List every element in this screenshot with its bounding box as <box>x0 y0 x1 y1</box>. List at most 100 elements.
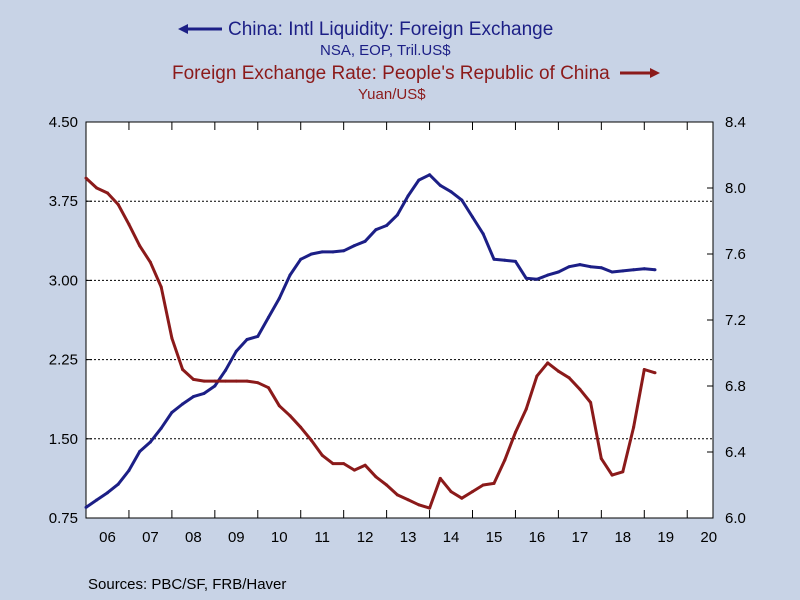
series-2-point <box>342 462 346 466</box>
series-1-point <box>170 410 174 414</box>
series-2-point <box>632 425 636 429</box>
series-2-point <box>148 260 152 264</box>
series-line-1 <box>85 173 656 509</box>
series-2-point <box>127 222 131 226</box>
series-1-point <box>599 266 603 270</box>
y-left-tick-label: 2.25 <box>49 352 78 369</box>
series-1-point <box>449 190 453 194</box>
x-tick-label: 09 <box>228 529 245 546</box>
legend-series1-subtitle: NSA, EOP, Tril.US$ <box>320 42 451 59</box>
source-note: Sources: PBC/SF, FRB/Haver <box>88 576 287 593</box>
series-2-point <box>481 483 485 487</box>
series-1-point <box>213 384 217 388</box>
series-1-point <box>277 296 281 300</box>
series-1-point <box>632 268 636 272</box>
y-right-tick-label: 7.6 <box>725 246 746 263</box>
series-1-point <box>363 239 367 243</box>
x-tick-label: 13 <box>400 529 417 546</box>
series-1-point <box>621 269 625 273</box>
series-2-point <box>653 371 657 375</box>
series-2-point <box>277 404 281 408</box>
series-1-point <box>610 270 614 274</box>
y-left-tick-label: 4.50 <box>49 114 78 131</box>
series-1-point <box>84 505 88 509</box>
series-1-point <box>556 270 560 274</box>
series-2-point <box>202 379 206 383</box>
y-right-tick-label: 8.4 <box>725 114 746 131</box>
series-1-point <box>138 450 142 453</box>
series-1-point <box>202 391 206 395</box>
series-2-point <box>299 425 303 429</box>
series-2-point <box>438 476 442 480</box>
series-2-point <box>406 498 410 502</box>
x-tick-label: 18 <box>614 529 631 546</box>
series-2-point <box>589 401 593 404</box>
series-2-point <box>642 368 646 371</box>
series-1-point <box>460 198 464 202</box>
series-2-point <box>138 244 142 248</box>
x-tick-label: 07 <box>142 529 159 546</box>
series-2-point <box>224 379 228 383</box>
series-2-point <box>610 473 614 477</box>
series-1-point <box>245 338 249 341</box>
legend-series2-subtitle: Yuan/US$ <box>358 86 426 103</box>
series-1-point <box>567 265 571 269</box>
series-2-point <box>352 468 356 472</box>
y-right-tick-label: 6.0 <box>725 510 746 527</box>
series-2-point <box>84 176 88 180</box>
series-2-point <box>288 414 292 418</box>
series-2-point <box>191 377 195 381</box>
series-2-point <box>95 186 99 190</box>
series-1-point <box>653 268 657 272</box>
series-2-point <box>213 379 217 383</box>
series-2-point <box>395 493 399 497</box>
series-1-point <box>320 250 324 254</box>
series-2-point <box>374 475 378 479</box>
series-2-point <box>514 430 517 434</box>
series-1-point <box>159 426 163 430</box>
series-2-point <box>106 191 109 195</box>
series-1-point <box>116 482 120 486</box>
series-2-point <box>256 381 260 385</box>
series-1-point <box>310 252 313 256</box>
x-tick-label: 17 <box>572 529 589 546</box>
series-2-point <box>546 361 550 365</box>
series-1-point <box>331 250 335 254</box>
series-1-point <box>395 213 399 217</box>
x-tick-label: 08 <box>185 529 202 546</box>
series-2-point <box>320 453 324 457</box>
series-1-point <box>535 277 539 281</box>
x-tick-label: 14 <box>443 529 460 546</box>
right-arrow-icon <box>619 63 660 85</box>
series-1-point <box>471 215 474 219</box>
series-1-point <box>546 273 550 277</box>
series-1-point <box>438 183 442 187</box>
series-1-point <box>234 349 238 353</box>
series-1-point <box>191 395 195 399</box>
series-1-point <box>288 273 292 277</box>
legend-series2-title-line: Foreign Exchange Rate: People's Republic… <box>172 63 660 85</box>
series-2-point <box>170 336 174 340</box>
y-left-tick-label: 3.00 <box>49 272 78 289</box>
series-1-point <box>524 276 528 280</box>
series-1-point <box>481 232 485 236</box>
y-right-tick-label: 6.8 <box>725 378 746 395</box>
y-left-tick-label: 1.50 <box>49 431 78 448</box>
series-1-point <box>224 368 228 372</box>
series-1-point <box>267 315 270 319</box>
series-2-point <box>428 506 432 510</box>
series-2-point <box>363 463 367 467</box>
series-1-point <box>492 257 496 261</box>
left-arrow-icon <box>178 19 222 41</box>
series-1-point <box>385 224 389 227</box>
series-2-point <box>310 439 313 442</box>
x-tick-label: 12 <box>357 529 374 546</box>
y-right-tick-label: 6.4 <box>725 444 746 461</box>
x-tick-label: 19 <box>657 529 674 546</box>
series-1-point <box>374 228 378 232</box>
series-1-point <box>342 249 346 253</box>
series-2-point <box>417 503 421 507</box>
series-line-2 <box>84 176 656 510</box>
legend-series2-title: Foreign Exchange Rate: People's Republic… <box>172 63 610 85</box>
